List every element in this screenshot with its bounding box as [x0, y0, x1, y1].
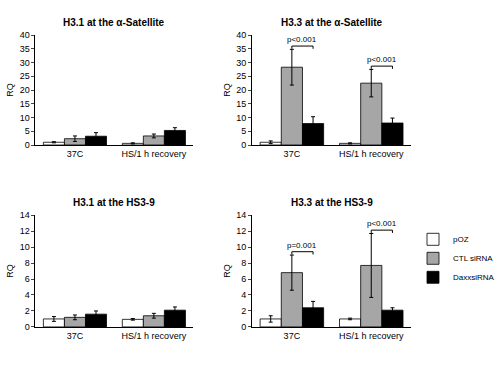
svg-text:10: 10 [236, 113, 246, 123]
svg-text:12: 12 [20, 226, 30, 236]
svg-text:p<0.001: p<0.001 [367, 219, 397, 228]
svg-text:H3.1 at the α-Satellite: H3.1 at the α-Satellite [63, 17, 165, 28]
svg-text:6: 6 [241, 274, 246, 284]
svg-text:20: 20 [20, 85, 30, 95]
svg-text:H3.3 at the α-Satellite: H3.3 at the α-Satellite [281, 17, 383, 28]
svg-text:35: 35 [236, 44, 246, 54]
svg-text:37C: 37C [284, 149, 301, 159]
svg-text:37C: 37C [67, 149, 84, 159]
svg-text:5: 5 [241, 126, 246, 136]
svg-text:4: 4 [25, 290, 30, 300]
svg-text:p=0.001: p=0.001 [287, 241, 317, 250]
svg-text:4: 4 [241, 290, 246, 300]
svg-text:HS/1 h recovery: HS/1 h recovery [122, 331, 187, 341]
svg-text:HS/1 h recovery: HS/1 h recovery [122, 149, 187, 159]
svg-text:20: 20 [236, 85, 246, 95]
svg-text:RQ: RQ [222, 83, 232, 97]
svg-text:p<0.001: p<0.001 [287, 35, 317, 44]
svg-text:14: 14 [20, 210, 30, 220]
svg-text:HS/1 h recovery: HS/1 h recovery [339, 149, 404, 159]
svg-text:15: 15 [20, 99, 30, 109]
svg-text:37C: 37C [67, 331, 84, 341]
svg-text:25: 25 [20, 71, 30, 81]
svg-text:0: 0 [241, 140, 246, 150]
svg-text:H3.3 at the HS3-9: H3.3 at the HS3-9 [291, 197, 373, 208]
svg-text:8: 8 [241, 258, 246, 268]
svg-text:14: 14 [236, 210, 246, 220]
svg-text:0: 0 [25, 140, 30, 150]
svg-text:10: 10 [20, 242, 30, 252]
svg-text:37C: 37C [284, 331, 301, 341]
svg-text:5: 5 [25, 126, 30, 136]
svg-text:p<0.001: p<0.001 [367, 55, 397, 64]
svg-text:0: 0 [25, 322, 30, 332]
svg-text:30: 30 [20, 58, 30, 68]
svg-text:40: 40 [236, 30, 246, 40]
svg-text:RQ: RQ [222, 264, 232, 278]
svg-text:35: 35 [20, 44, 30, 54]
svg-text:pOZ: pOZ [453, 235, 469, 244]
svg-text:CTL siRNA: CTL siRNA [453, 254, 493, 263]
svg-text:2: 2 [25, 306, 30, 316]
svg-text:2: 2 [241, 306, 246, 316]
svg-text:DaxxsiRNA: DaxxsiRNA [453, 273, 495, 282]
svg-text:RQ: RQ [5, 83, 15, 97]
svg-text:0: 0 [241, 322, 246, 332]
svg-text:10: 10 [236, 242, 246, 252]
svg-text:40: 40 [20, 30, 30, 40]
svg-text:30: 30 [236, 58, 246, 68]
svg-text:6: 6 [25, 274, 30, 284]
svg-text:10: 10 [20, 113, 30, 123]
svg-text:8: 8 [25, 258, 30, 268]
svg-text:HS/1 h recovery: HS/1 h recovery [339, 331, 404, 341]
svg-text:RQ: RQ [5, 264, 15, 278]
svg-text:15: 15 [236, 99, 246, 109]
svg-text:25: 25 [236, 71, 246, 81]
svg-text:H3.1 at the HS3-9: H3.1 at the HS3-9 [73, 197, 155, 208]
svg-text:12: 12 [236, 226, 246, 236]
